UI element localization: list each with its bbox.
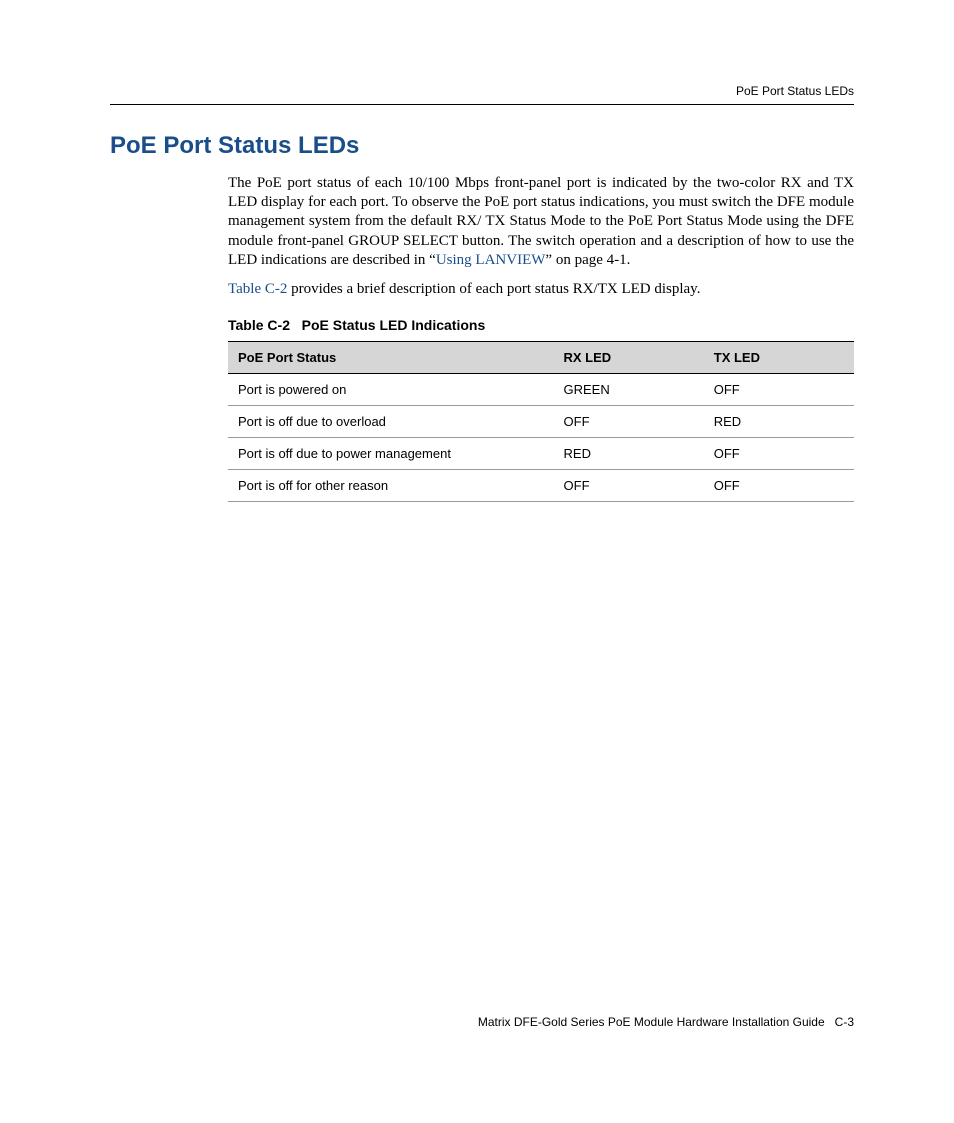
- col-header-tx: TX LED: [704, 342, 854, 374]
- footer-page: C-3: [835, 1015, 854, 1029]
- footer-guide: Matrix DFE-Gold Series PoE Module Hardwa…: [478, 1015, 825, 1029]
- page-title: PoE Port Status LEDs: [110, 132, 854, 160]
- cell-rx: RED: [554, 438, 704, 470]
- table-caption: Table C-2 PoE Status LED Indications: [228, 317, 854, 333]
- para1-text-b: ” on page 4-1.: [545, 252, 630, 268]
- header-rule: [110, 104, 854, 105]
- col-header-status: PoE Port Status: [228, 342, 554, 374]
- link-table-c2[interactable]: Table C-2: [228, 281, 287, 297]
- cell-status: Port is off due to power management: [228, 438, 554, 470]
- cell-tx: OFF: [704, 438, 854, 470]
- table-caption-no: Table C-2: [228, 317, 290, 333]
- cell-rx: OFF: [554, 470, 704, 502]
- para2-rest: provides a brief description of each por…: [287, 281, 700, 297]
- footer: Matrix DFE-Gold Series PoE Module Hardwa…: [478, 1015, 854, 1029]
- col-header-rx: RX LED: [554, 342, 704, 374]
- cell-tx: RED: [704, 406, 854, 438]
- table-row: Port is off due to power management RED …: [228, 438, 854, 470]
- intro-paragraph: The PoE port status of each 10/100 Mbps …: [228, 174, 854, 270]
- cell-rx: OFF: [554, 406, 704, 438]
- table-row: Port is off due to overload OFF RED: [228, 406, 854, 438]
- table-row: Port is powered on GREEN OFF: [228, 374, 854, 406]
- table-row: Port is off for other reason OFF OFF: [228, 470, 854, 502]
- cell-tx: OFF: [704, 470, 854, 502]
- link-using-lanview[interactable]: Using LANVIEW: [436, 252, 546, 268]
- status-table: PoE Port Status RX LED TX LED Port is po…: [228, 341, 854, 502]
- body-block: The PoE port status of each 10/100 Mbps …: [228, 174, 854, 502]
- table-header-row: PoE Port Status RX LED TX LED: [228, 342, 854, 374]
- table-ref-paragraph: Table C-2 provides a brief description o…: [228, 280, 854, 299]
- running-head: PoE Port Status LEDs: [736, 84, 854, 98]
- cell-status: Port is off due to overload: [228, 406, 554, 438]
- cell-rx: GREEN: [554, 374, 704, 406]
- table-caption-title: PoE Status LED Indications: [302, 317, 486, 333]
- cell-status: Port is off for other reason: [228, 470, 554, 502]
- cell-tx: OFF: [704, 374, 854, 406]
- cell-status: Port is powered on: [228, 374, 554, 406]
- page: PoE Port Status LEDs PoE Port Status LED…: [0, 0, 954, 1123]
